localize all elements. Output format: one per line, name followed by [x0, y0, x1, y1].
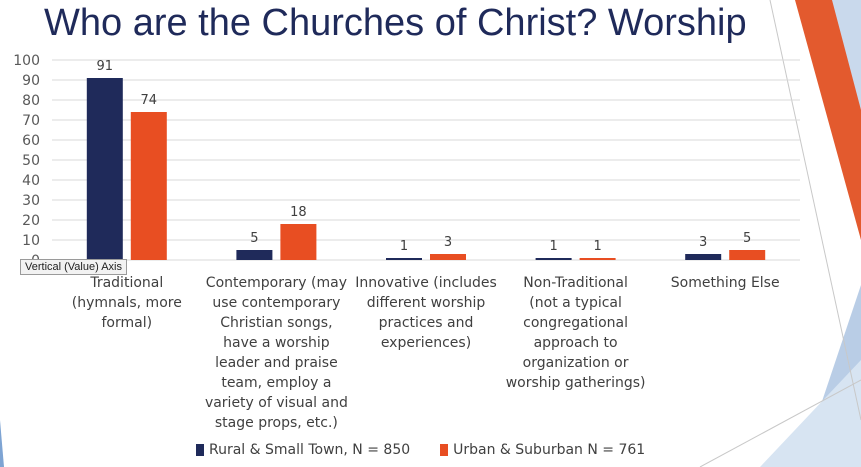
decor-blue-shape-bottom-light: [760, 360, 861, 467]
bar-rural-1: [236, 250, 273, 260]
legend-item-urban: Urban & Suburban N = 761: [440, 442, 645, 458]
decor-blue-sliver-left: [0, 420, 4, 467]
y-tick-label: 10: [22, 233, 40, 249]
y-tick-label: 90: [22, 73, 40, 89]
axis-tooltip: Vertical (Value) Axis: [20, 259, 128, 275]
data-label: 18: [290, 205, 307, 220]
data-label: 5: [250, 231, 258, 246]
gridlines: [52, 59, 800, 261]
y-tick-label: 60: [22, 133, 40, 149]
decor-thin-line: [769, 0, 861, 421]
data-label: 1: [593, 239, 601, 254]
data-labels: 91 74 5 18 1 3 1 1 3 5: [97, 59, 752, 254]
y-tick-label: 50: [22, 153, 40, 169]
y-tick-label: 80: [22, 93, 40, 109]
y-tick-label: 20: [22, 213, 40, 229]
bar-urban-2: [430, 254, 466, 260]
data-label: 3: [444, 235, 452, 250]
legend-label-rural: Rural & Small Town, N = 850: [209, 442, 411, 458]
data-label: 1: [400, 239, 408, 254]
bar-rural-2: [386, 258, 422, 260]
category-label: Traditional (hymnals, more formal): [72, 275, 182, 331]
bar-urban-3: [579, 258, 616, 260]
legend-swatch-urban: [440, 444, 449, 456]
bar-urban-4: [729, 250, 766, 260]
category-label: Something Else: [671, 275, 780, 291]
y-tick-label: 30: [22, 193, 40, 209]
data-label: 3: [699, 235, 707, 250]
slide-title: Who are the Churches of Christ? Worship: [44, 2, 747, 44]
data-label: 1: [549, 239, 557, 254]
legend-swatch-rural: [196, 444, 204, 456]
decor-thin-line-2: [699, 379, 861, 467]
bar-rural-0: [86, 78, 123, 260]
category-label: Non-Traditional (not a typical congregatio…: [506, 275, 646, 391]
legend: Rural & Small Town, N = 850 Urban & Subu…: [196, 442, 645, 458]
legend-label-urban: Urban & Suburban N = 761: [453, 442, 646, 458]
legend-item-rural: Rural & Small Town, N = 850: [196, 442, 410, 458]
y-tick-label: 40: [22, 173, 40, 189]
bar-rural-4: [685, 254, 722, 260]
bar-urban-1: [280, 224, 317, 260]
y-tick-label: 100: [13, 53, 40, 69]
decor-orange-triangle: [795, 0, 861, 240]
y-tick-label: 70: [22, 113, 40, 129]
data-label: 5: [743, 231, 751, 246]
category-label: Innovative (includes different worship pra…: [355, 275, 497, 351]
data-label: 74: [141, 93, 158, 108]
decor-blue-shape-top: [832, 0, 861, 110]
bar-urban-0: [130, 112, 167, 260]
bar-rural-3: [535, 258, 572, 260]
category-labels: Traditional (hymnals, more formal) Contempo…: [72, 275, 780, 431]
data-label: 91: [97, 59, 114, 74]
y-axis[interactable]: 0102030405060708090100: [13, 53, 40, 269]
bars: [86, 78, 766, 260]
category-label: Contemporary (may use contemporary Christi…: [205, 275, 348, 431]
